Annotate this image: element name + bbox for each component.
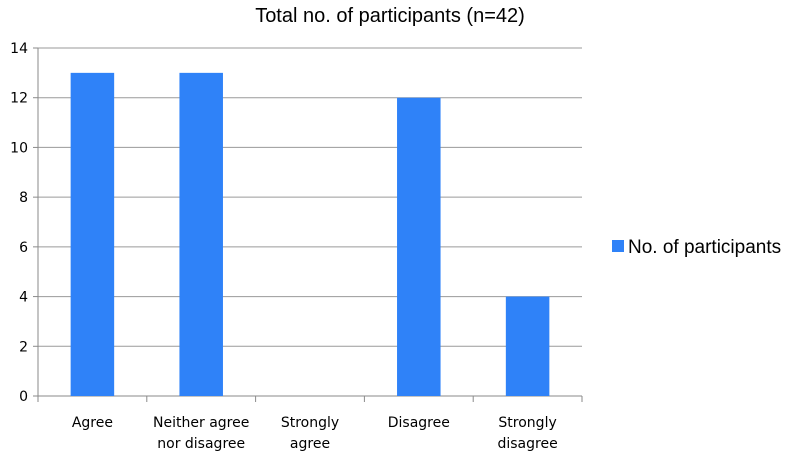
bar (179, 72, 223, 396)
x-category-label: Neither agree nor disagree (153, 415, 249, 452)
x-category-label: Disagree (388, 415, 450, 431)
y-tick-label: 0 (19, 389, 28, 405)
legend-swatch (612, 240, 624, 252)
y-tick-label: 8 (19, 190, 28, 206)
y-tick-label: 12 (10, 91, 28, 107)
y-tick-label: 2 (19, 339, 28, 355)
axes (33, 47, 583, 402)
y-tick-label: 14 (10, 41, 28, 57)
x-category-label: Agree (72, 415, 113, 431)
y-tick-label: 4 (19, 290, 28, 306)
bar (505, 296, 550, 396)
bar (397, 97, 441, 396)
chart-title: Total no. of participants (n=42) (255, 5, 525, 27)
legend-label: No. of participants (628, 237, 781, 258)
y-tick-label: 10 (10, 140, 28, 156)
y-tick-label: 6 (19, 240, 28, 256)
legend: No. of participants (612, 237, 781, 258)
x-category-labels: Agree Neither agree nor disagree Strongly ag… (72, 415, 558, 452)
gridlines (38, 47, 582, 347)
bar (70, 72, 115, 396)
x-category-label: Strongly disagree (497, 415, 557, 452)
y-tick-labels: 0 2 4 6 8 10 12 14 (10, 41, 28, 405)
bars (70, 72, 550, 396)
x-category-label: Strongly agree (281, 415, 339, 452)
